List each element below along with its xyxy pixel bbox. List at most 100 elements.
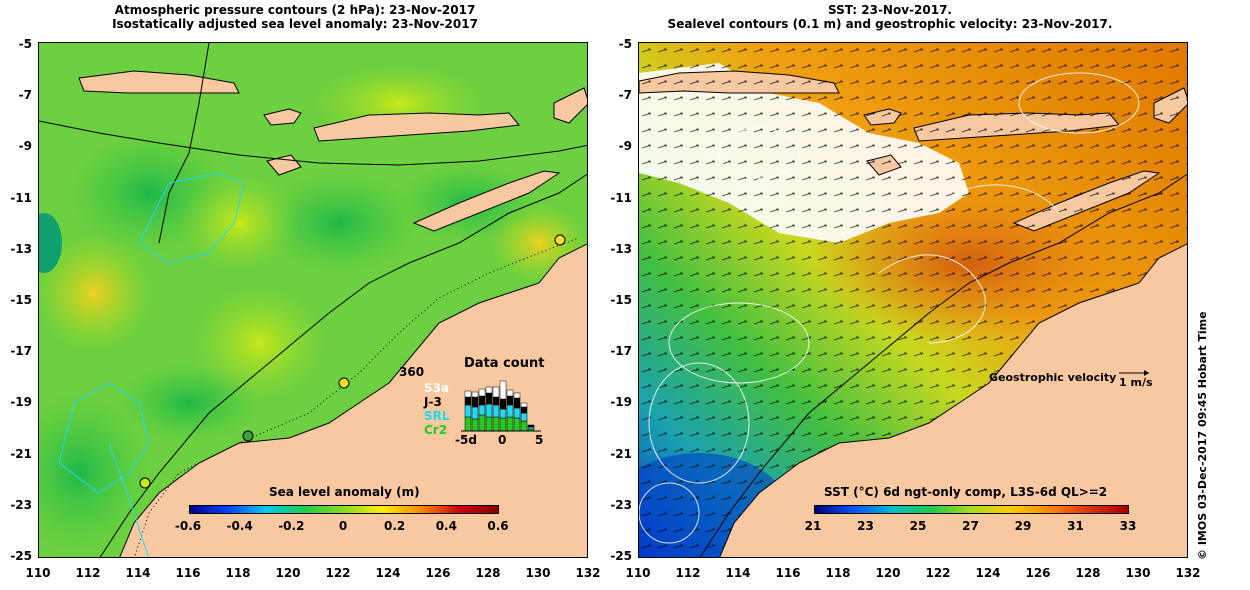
geostrophic-velocity-label: Geostrophic velocity (989, 371, 1117, 384)
sst-map-graphic (639, 43, 1187, 557)
left-y-tick-7: -19 (10, 395, 32, 410)
right-x-tick-7: 124 (975, 566, 1001, 580)
velocity-scale-arrowhead (1144, 370, 1149, 376)
australia-landmass (719, 243, 1187, 557)
positive-anomaly-area (179, 173, 299, 273)
histogram-bar-segment (527, 426, 535, 430)
right-x-tick-0: 110 (625, 566, 651, 580)
histogram-bar-segment (464, 416, 472, 432)
sla-colorbar-tick-3: 0 (338, 519, 348, 533)
left-y-tick-9: -23 (10, 497, 32, 512)
right-x-tick-10: 130 (1125, 566, 1151, 580)
histogram-bar-segment (520, 412, 528, 422)
left-y-tick-4: -13 (10, 241, 32, 256)
left-title-line1: Atmospheric pressure contours (2 hPa): 2… (114, 3, 476, 17)
histogram-bar-segment (506, 395, 514, 406)
sst-colorbar-tick-4: 29 (1014, 519, 1032, 533)
sla-colorbar-tick-2: -0.2 (278, 519, 305, 533)
sst-colorbar-tick-0: 21 (804, 519, 822, 533)
shelf-contour (699, 173, 1187, 557)
left-x-tick-2: 114 (125, 566, 151, 580)
data-count-ymax: 360 (399, 365, 425, 379)
sst-colorbar-tick-3: 27 (962, 519, 979, 533)
histogram-bar-segment (520, 406, 528, 414)
negative-anomaly-area (119, 363, 259, 443)
left-x-tick-3: 116 (175, 566, 201, 580)
left-x-tick-0: 110 (25, 566, 51, 580)
histogram-bar-segment (499, 408, 507, 419)
right-x-tick-1: 112 (675, 566, 701, 580)
tide-gauge-marker[interactable] (338, 377, 350, 389)
satellite-label-cr2: Cr2 (424, 423, 448, 437)
sst-colorbar-tick-6: 33 (1119, 519, 1137, 533)
left-x-tick-10: 130 (525, 566, 551, 580)
right-x-tick-9: 128 (1075, 566, 1101, 580)
histogram-bar-segment (485, 392, 493, 405)
right-x-tick-11: 132 (1175, 566, 1201, 580)
histogram-bar-segment (471, 391, 479, 398)
shelf-contour (99, 173, 587, 557)
tide-gauge-marker[interactable] (139, 477, 151, 489)
sst-colorbar (814, 505, 1129, 514)
right-title-line2: Sealevel contours (0.1 m) and geostrophi… (667, 17, 1113, 31)
right-x-tick-6: 122 (925, 566, 951, 580)
right-x-tick-2: 114 (725, 566, 751, 580)
histogram-bar-segment (485, 403, 493, 418)
histogram-bar-segment (478, 404, 486, 416)
right-y-tick-8: -21 (610, 446, 632, 461)
histogram-bar-segment (520, 402, 528, 408)
histogram-bar-segment (464, 396, 472, 406)
histogram-bar-segment (506, 416, 514, 432)
histogram-bar-segment (464, 390, 472, 398)
sst-colorbar-tick-1: 23 (857, 519, 874, 533)
satellite-label-s3a: S3a (424, 381, 450, 395)
sla-colorbar-tick-0: -0.6 (174, 519, 202, 533)
sst-map: Geostrophic velocity 1 m/s SST (°C) 6d n… (638, 42, 1188, 558)
left-x-tick-4: 118 (225, 566, 251, 580)
sla-colorbar-title: Sea level anomaly (m) (269, 485, 420, 499)
sla-map-graphic (39, 43, 587, 557)
histogram-bar-segment (492, 386, 500, 398)
tide-gauge-marker[interactable] (242, 430, 254, 442)
positive-anomaly-area (39, 233, 154, 353)
sst-colorbar-tick-2: 25 (909, 519, 927, 533)
pressure-contour (158, 43, 210, 244)
right-x-tick-4: 118 (825, 566, 851, 580)
right-y-tick-6: -17 (610, 344, 632, 359)
negative-anomaly-area (259, 173, 419, 273)
histogram-bar-segment (471, 406, 479, 420)
right-y-tick-0: -5 (618, 37, 632, 51)
histogram-bar-segment (513, 397, 521, 409)
sla-colorbar-tick-6: 0.6 (487, 519, 509, 533)
left-y-tick-3: -11 (10, 190, 32, 205)
negative-contour (58, 382, 150, 494)
left-y-tick-5: -15 (10, 293, 32, 307)
sea-level-contours (639, 72, 1140, 544)
histogram-bar-segment (485, 416, 493, 432)
flores-island (313, 112, 520, 142)
histogram-bar-segment (492, 396, 500, 406)
velocity-scale-label: 1 m/s (1119, 376, 1153, 389)
histogram-bar-segment (471, 396, 479, 408)
left-y-tick-6: -17 (10, 344, 32, 359)
left-y-tick-0: -5 (18, 37, 32, 51)
histogram-bar-segment (506, 389, 514, 397)
tide-gauge-marker[interactable] (554, 234, 566, 246)
left-x-tick-7: 124 (375, 566, 401, 580)
satellite-label-srl: SRL (424, 409, 450, 423)
histogram-bar-segment (478, 395, 486, 406)
left-x-tick-9: 128 (475, 566, 501, 580)
right-y-tick-9: -23 (610, 497, 632, 512)
right-x-tick-8: 126 (1025, 566, 1051, 580)
histogram-bar-segment (471, 418, 479, 432)
copyright-timestamp: © IMOS 03-Dec-2017 09:45 Hobart Time (1196, 311, 1209, 560)
satellite-label-j3: J-3 (424, 395, 442, 409)
right-y-tick-7: -19 (610, 395, 632, 410)
sla-colorbar-tick-1: -0.4 (226, 519, 253, 533)
right-y-tick-10: -25 (610, 549, 632, 563)
left-y-tick-10: -25 (10, 549, 32, 563)
sea-level-anomaly-map: Data count 360 S3a J-3 SRL Cr2 -5d 0 5 S… (38, 42, 588, 558)
histogram-bar-segment (499, 380, 507, 400)
histogram-tick-minus5d: -5d (455, 433, 477, 447)
histogram-bar-segment (520, 420, 528, 432)
